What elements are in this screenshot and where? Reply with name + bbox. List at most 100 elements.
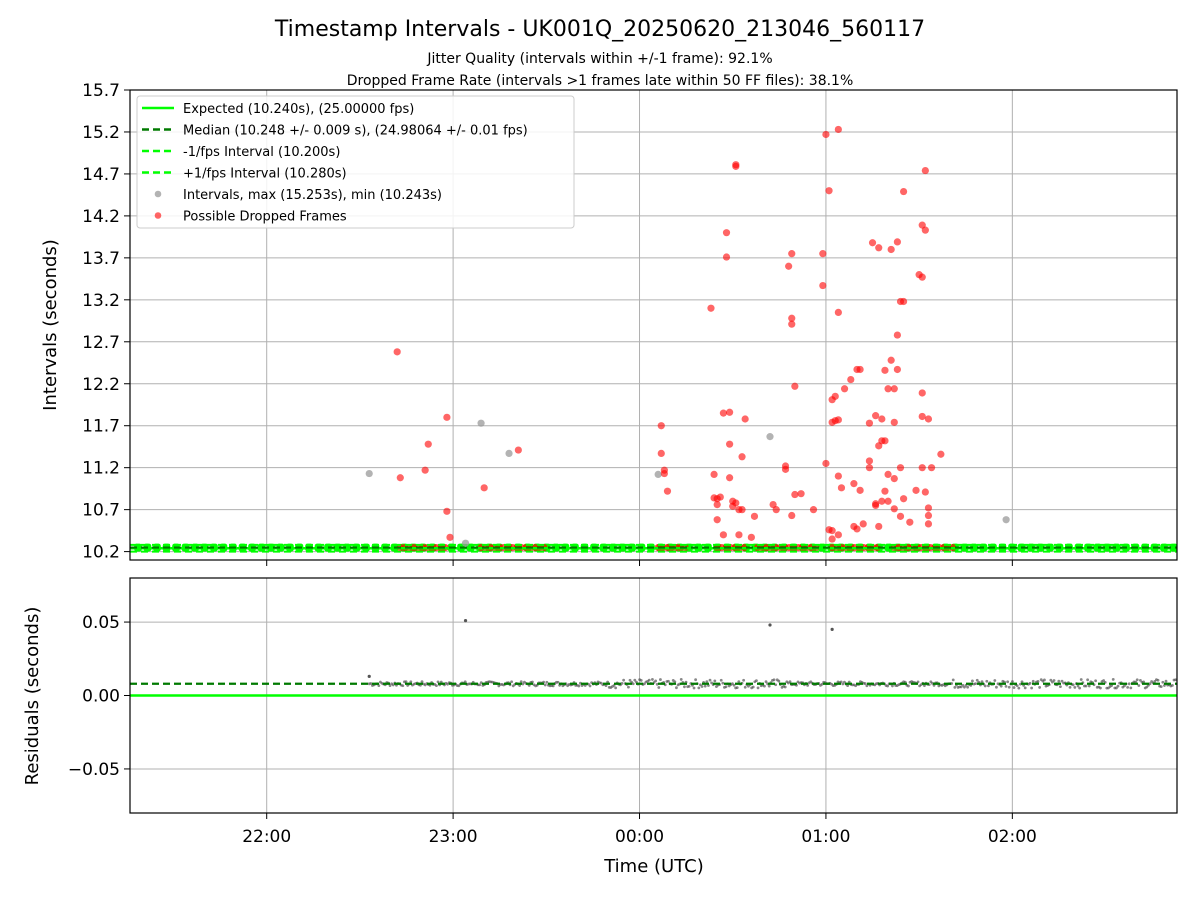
residual-point (1015, 684, 1019, 688)
residual-outlier-point (768, 623, 772, 627)
intervals-panel: 10.2 10.7 11.2 11.7 12.2 12.7 13.2 13.7 14.2 14.7… (40, 81, 1178, 566)
residual-point (995, 685, 998, 689)
dropped-frame-point (735, 531, 743, 539)
residual-point (1059, 685, 1062, 689)
dropped-frame-point (850, 480, 858, 488)
legend-dropped-label: Possible Dropped Frames (183, 210, 347, 225)
residual-point (1031, 679, 1035, 683)
residual-point (971, 679, 974, 683)
residual-point (863, 682, 867, 685)
residual-point (1038, 686, 1042, 689)
dropped-frame-point (853, 525, 861, 533)
dropped-frame-point (890, 505, 898, 513)
residual-point (1156, 678, 1160, 682)
residual-point (1174, 678, 1178, 682)
dropped-frame-point (822, 459, 830, 468)
intervals-y-tick-label: 10.2 (82, 543, 120, 563)
residual-point (987, 684, 990, 688)
interval-point (1002, 516, 1010, 524)
legend-expected-label: Expected (10.240s), (25.00000 fps) (183, 102, 414, 117)
residual-point (1006, 680, 1010, 684)
intervals-x-ticks (266, 560, 1013, 566)
residuals-y-axis-label: Residuals (seconds) (22, 607, 43, 786)
residuals-y-tick-label: −0.05 (68, 760, 120, 780)
dropped-frame-point (937, 450, 945, 458)
dropped-frame-point (443, 413, 451, 421)
dropped-frame-point (716, 493, 724, 501)
residual-point (756, 686, 760, 690)
dropped-frame-point (847, 375, 855, 384)
residual-point (1036, 680, 1040, 683)
interval-point (654, 470, 662, 478)
residual-point (404, 680, 408, 684)
residual-point (710, 681, 714, 685)
residual-point (683, 685, 686, 689)
residual-point (628, 678, 632, 682)
dropped-frame-point (884, 497, 892, 505)
residuals-marks (130, 618, 1178, 697)
dropped-frame-point (912, 486, 920, 494)
residual-point (980, 680, 984, 684)
dropped-frame-point (663, 487, 672, 495)
dropped-frame-point (872, 412, 880, 420)
dropped-frame-point (890, 418, 898, 426)
intervals-y-tick-label: 11.2 (82, 459, 120, 479)
residual-point (1049, 678, 1053, 682)
residual-point (657, 686, 661, 689)
residual-point (631, 682, 635, 686)
residual-point (783, 685, 787, 689)
residual-point (543, 683, 547, 687)
dropped-frame-point (887, 245, 895, 254)
residual-point (620, 681, 624, 685)
dropped-frame-point (722, 229, 731, 237)
x-tick-label: 01:00 (801, 827, 850, 847)
residual-point (687, 684, 691, 688)
dropped-frame-point (788, 511, 796, 520)
dropped-frame-point (710, 470, 718, 478)
residual-point (772, 678, 776, 682)
dropped-frame-point (834, 531, 842, 539)
residual-point (1164, 679, 1168, 683)
residual-point (545, 680, 549, 684)
residual-point (1043, 678, 1046, 682)
dropped-frame-point (785, 262, 793, 270)
residual-point (622, 678, 626, 682)
dropped-frame-point (738, 506, 746, 514)
residual-point (721, 681, 725, 685)
dropped-frame-point (822, 130, 830, 139)
dropped-frame-point (831, 392, 839, 400)
dropped-frame-point (726, 408, 734, 416)
residual-point (510, 680, 514, 684)
residual-point (519, 680, 523, 683)
residual-point (974, 682, 978, 686)
residual-point (1115, 686, 1118, 690)
x-tick-label: 22:00 (242, 827, 291, 847)
residual-point (763, 684, 766, 688)
residual-point (788, 680, 792, 684)
dropped-frame-point (660, 469, 668, 478)
dropped-frame-point (875, 244, 883, 252)
residual-point (719, 678, 723, 682)
dropped-frame-point (868, 239, 877, 247)
residual-point (479, 681, 483, 685)
dropped-frame-point (797, 490, 805, 498)
dropped-frame-point (791, 490, 799, 499)
residual-point (675, 686, 678, 690)
residual-point (409, 680, 413, 684)
intervals-y-tick-label: 11.7 (82, 417, 120, 437)
dropped-frame-point (872, 501, 880, 510)
intervals-y-tick-label: 15.2 (82, 123, 120, 143)
dropped-frame-point (707, 304, 715, 312)
residuals-panel: −0.050.000.05 22:00 23:00 00:00 01:00 02:00 … (22, 577, 1178, 877)
dropped-frame-point (747, 533, 755, 541)
dropped-frame-point (893, 238, 901, 246)
dropped-frame-point (514, 446, 522, 454)
x-tick-label: 23:00 (429, 827, 478, 847)
residual-point (1079, 678, 1083, 681)
residual-point (463, 680, 467, 684)
residual-point (708, 678, 712, 682)
residual-point (953, 685, 957, 689)
interval-point (477, 419, 485, 427)
chart-subtitle-dropped: Dropped Frame Rate (intervals >1 frames … (347, 73, 854, 89)
residual-point (1159, 685, 1163, 689)
